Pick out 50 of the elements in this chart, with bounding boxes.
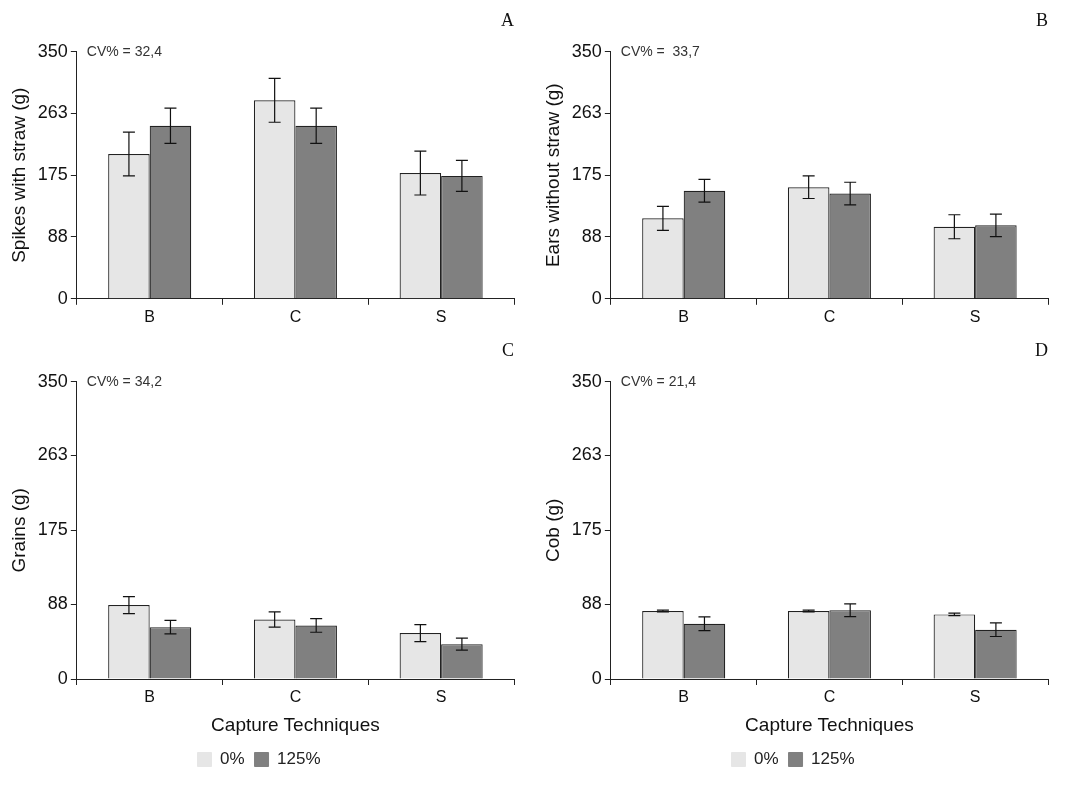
y-tick-label: 88 bbox=[47, 225, 68, 246]
y-tick-label: 88 bbox=[581, 225, 602, 246]
x-tick-label: C bbox=[823, 688, 836, 706]
y-tick-label: 0 bbox=[591, 287, 602, 308]
y-tick-label: 0 bbox=[591, 667, 602, 688]
y-tick-label: 88 bbox=[581, 593, 602, 614]
annotation: CV% = 33,7 bbox=[620, 43, 701, 60]
chart-title: C bbox=[501, 339, 514, 360]
y-tick-label: 263 bbox=[571, 444, 602, 465]
y-tick-label: 263 bbox=[37, 444, 68, 465]
x-tick-label: S bbox=[969, 688, 981, 706]
x-tick-label: B bbox=[144, 688, 156, 706]
legend-label: 125% bbox=[811, 749, 855, 769]
y-tick-label: 175 bbox=[571, 164, 602, 185]
y-tick-label: 175 bbox=[37, 164, 68, 185]
y-axis-title: Cob (g) bbox=[541, 498, 563, 562]
chart-title: B bbox=[1035, 9, 1048, 30]
y-tick-label: 263 bbox=[571, 102, 602, 123]
legend-label: 0% bbox=[219, 749, 245, 769]
x-axis-title: Capture Techniques bbox=[745, 713, 914, 735]
legend-label: 0% bbox=[753, 749, 779, 769]
x-axis-title: Capture Techniques bbox=[211, 713, 380, 735]
x-tick-label: C bbox=[289, 688, 302, 706]
x-tick-label: S bbox=[435, 307, 447, 325]
y-tick-label: 175 bbox=[571, 519, 602, 540]
y-tick-label: 88 bbox=[47, 593, 68, 614]
x-tick-label: B bbox=[144, 307, 156, 325]
y-axis-title: Ears without straw (g) bbox=[541, 83, 563, 268]
x-tick-label: B bbox=[678, 307, 690, 325]
annotation: CV% = 21,4 bbox=[620, 373, 697, 390]
y-tick-label: 0 bbox=[57, 667, 68, 688]
x-tick-label: S bbox=[435, 688, 447, 706]
x-tick-label: C bbox=[823, 307, 836, 325]
y-tick-label: 350 bbox=[37, 370, 68, 391]
y-tick-label: 263 bbox=[37, 102, 68, 123]
y-tick-label: 0 bbox=[57, 287, 68, 308]
y-tick-label: 350 bbox=[571, 40, 602, 61]
y-tick-label: 175 bbox=[37, 519, 68, 540]
y-axis-title: Grains (g) bbox=[7, 488, 29, 573]
y-tick-label: 350 bbox=[571, 370, 602, 391]
annotation: CV% = 32,4 bbox=[86, 43, 163, 60]
y-tick-label: 350 bbox=[37, 40, 68, 61]
chart-title: D bbox=[1035, 339, 1048, 360]
y-axis-title: Spikes with straw (g) bbox=[7, 87, 29, 263]
annotation: CV% = 34,2 bbox=[86, 373, 163, 390]
x-tick-label: B bbox=[678, 688, 690, 706]
x-tick-label: S bbox=[969, 307, 981, 325]
x-tick-label: C bbox=[289, 307, 302, 325]
legend-label: 125% bbox=[277, 749, 321, 769]
chart-title: A bbox=[501, 9, 514, 30]
